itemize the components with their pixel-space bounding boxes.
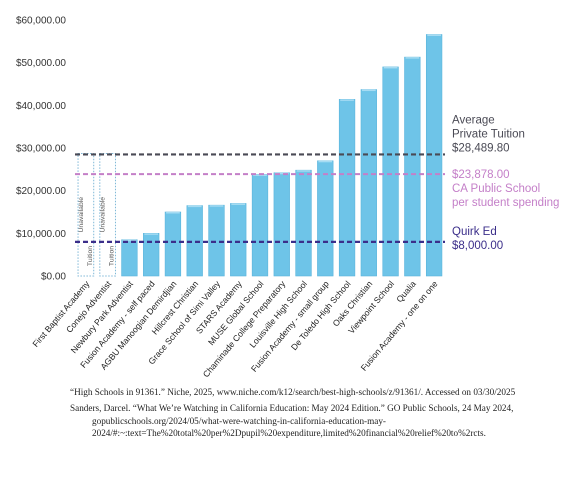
- references: “High Schools in 91361.” Niche, 2025, ww…: [70, 386, 556, 444]
- bar-highlight: [122, 239, 137, 242]
- reference-annotation: $8,000.00: [452, 240, 503, 252]
- reference-annotation: Private Tuition: [452, 128, 525, 140]
- reference-niche: “High Schools in 91361.” Niche, 2025, ww…: [70, 387, 516, 397]
- bar: [382, 66, 399, 277]
- bar: [295, 169, 312, 277]
- bar: [404, 56, 421, 277]
- reference-sanders: Sanders, Darcel. “What We’re Watching in…: [70, 403, 514, 439]
- unavailable-label-0: Tuition: [87, 246, 94, 266]
- bar: [251, 174, 269, 277]
- bar-highlight: [253, 174, 267, 176]
- bar-highlight: [231, 203, 246, 205]
- unavailable-markers: Unavailable Tuition Unavailable Tuition: [77, 152, 116, 277]
- bar-highlight: [340, 99, 354, 101]
- bar: [273, 172, 290, 277]
- y-tick-label: $20,000.00: [16, 186, 66, 197]
- bar-highlight: [209, 205, 224, 207]
- y-axis-ticks: $0.00 $10,000.00 $20,000.00 $30,000.00 $40,0…: [16, 16, 66, 283]
- bar: [360, 89, 377, 277]
- bars: [121, 34, 443, 277]
- reference-line-annotations: Average Private Tuition $28,489.80 $23,878.…: [452, 114, 559, 251]
- bar-highlight: [318, 160, 333, 163]
- bar: [121, 239, 138, 277]
- bar-highlight: [296, 170, 311, 172]
- y-tick-label: $0.00: [41, 272, 66, 283]
- bar-highlight: [187, 205, 202, 208]
- unavailable-label-0: Tuition: [109, 246, 116, 266]
- y-tick-label: $60,000.00: [16, 16, 66, 27]
- reference-annotation: CA Public School: [452, 183, 540, 195]
- y-tick-label: $50,000.00: [16, 58, 66, 69]
- reference-annotation: Average: [452, 114, 495, 126]
- bar-highlight: [427, 34, 441, 37]
- bar-highlight: [383, 66, 398, 69]
- bar-highlight: [274, 172, 289, 175]
- bar: [208, 204, 225, 277]
- reference-lines: [75, 153, 445, 243]
- unavailable-label-1: Unavailable: [100, 197, 107, 233]
- reference-annotation: $28,489.80: [452, 142, 510, 154]
- bar: [338, 99, 356, 277]
- unavailable-label-1: Unavailable: [78, 197, 85, 233]
- bar: [317, 160, 334, 277]
- bar-highlight: [361, 89, 376, 92]
- reference-annotation: per student spending: [452, 197, 559, 209]
- y-tick-label: $30,000.00: [16, 144, 66, 155]
- bar-highlight: [166, 212, 180, 214]
- y-tick-label: $10,000.00: [16, 229, 66, 240]
- bar-highlight: [144, 233, 159, 235]
- reference-annotation: Quirk Ed: [452, 226, 497, 238]
- bar: [164, 211, 182, 277]
- bar-highlight: [405, 57, 420, 59]
- y-tick-label: $40,000.00: [16, 101, 66, 112]
- tuition-bar-chart: $0.00 $10,000.00 $20,000.00 $30,000.00 $40,0…: [16, 16, 559, 380]
- reference-annotation: $23,878.00: [452, 169, 510, 181]
- bar: [230, 203, 247, 277]
- bar: [143, 233, 160, 277]
